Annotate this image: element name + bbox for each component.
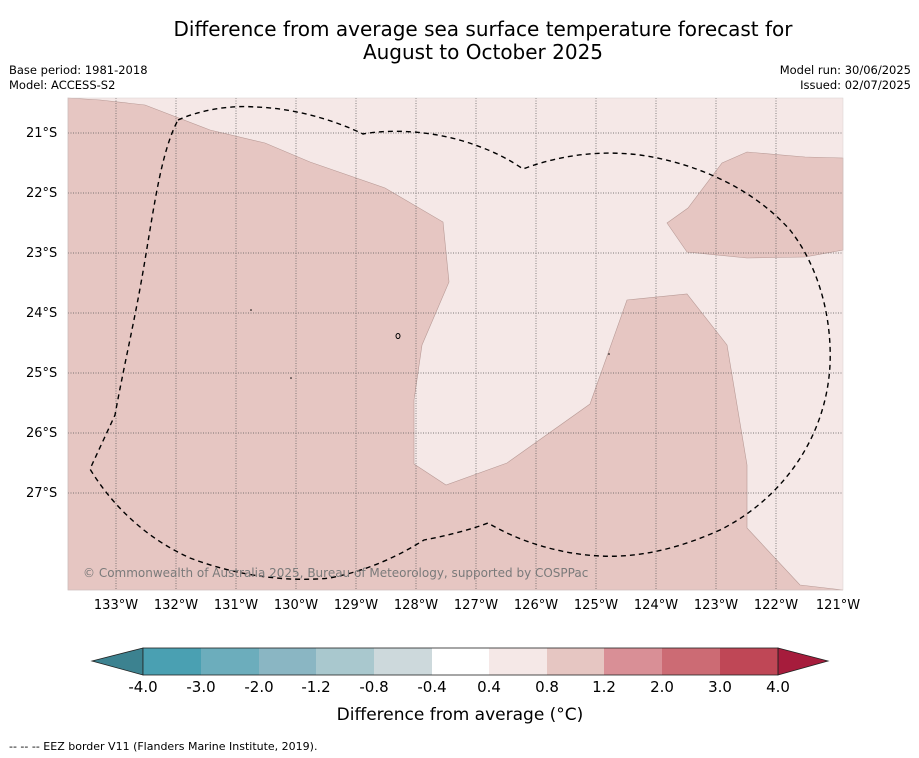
lon-label: 131°W: [213, 598, 259, 613]
colorbar-tick-label: 2.0: [650, 678, 674, 696]
title-line-2: August to October 2025: [362, 40, 604, 64]
lon-label: 130°W: [273, 598, 319, 613]
colorbar-tick-label: -4.0: [128, 678, 158, 696]
map-frame: [67, 97, 844, 591]
meta-left: Base period: 1981-2018 Model: ACCESS-S2: [9, 63, 148, 93]
lon-label: 124°W: [633, 598, 679, 613]
lon-label: 128°W: [393, 598, 439, 613]
lat-label: 26°S: [26, 426, 58, 441]
colorbar-tick-label: -0.8: [359, 678, 389, 696]
eez-border: [89, 105, 831, 580]
colorbar-bin: [662, 648, 720, 675]
lat-label: 24°S: [26, 306, 58, 321]
colorbar-tick-label: 1.2: [592, 678, 616, 696]
colorbar-bin: [547, 648, 604, 675]
lat-label: 22°S: [26, 186, 58, 201]
lon-label: 122°W: [753, 598, 799, 613]
anomaly-region-west: [67, 97, 844, 591]
colorbar-tick-label: 4.0: [766, 678, 790, 696]
lon-label: 126°W: [513, 598, 559, 613]
colorbar-tick-label: -1.2: [301, 678, 331, 696]
colorbar-bin: [316, 648, 374, 675]
colorbar-bin: [201, 648, 259, 675]
colorbar-title: Difference from average (°C): [336, 705, 584, 725]
island-marker: [395, 333, 401, 339]
issued-date: Issued: 02/07/2025: [800, 78, 911, 92]
lon-label: 127°W: [453, 598, 499, 613]
colorbar-frame: [142, 647, 779, 676]
eez-footnote: -- -- -- EEZ border V11 (Flanders Marine…: [9, 740, 318, 753]
lat-label: 25°S: [26, 366, 58, 381]
model-run: Model run: 30/06/2025: [779, 63, 911, 77]
lon-label: 121°W: [815, 598, 861, 613]
lon-label: 123°W: [693, 598, 739, 613]
colorbar: [90, 647, 830, 676]
colorbar-tick-label: -0.4: [417, 678, 447, 696]
colorbar-bin: [259, 648, 316, 675]
colorbar-tick-label: 3.0: [708, 678, 732, 696]
colorbar-bin: [489, 648, 547, 675]
lat-label: 21°S: [26, 126, 58, 141]
map-title: Difference from average sea surface temp…: [0, 18, 919, 64]
map-grid: [68, 98, 843, 590]
lon-label: 129°W: [333, 598, 379, 613]
colorbar-tick-label: -3.0: [186, 678, 216, 696]
lat-label: 27°S: [26, 486, 58, 501]
lon-label: 133°W: [93, 598, 139, 613]
colorbar-bin: [143, 648, 201, 675]
colorbar-bin: [604, 648, 662, 675]
colorbar-tick-label: 0.4: [477, 678, 501, 696]
island-marker: [290, 377, 292, 379]
colorbar-bin: [374, 648, 432, 675]
lat-label: 23°S: [26, 246, 58, 261]
colorbar-tick-label: 0.8: [535, 678, 559, 696]
colorbar-bin: [432, 648, 489, 675]
lon-label: 125°W: [573, 598, 619, 613]
title-line-1: Difference from average sea surface temp…: [173, 17, 793, 41]
colorbar-max-arrow: [777, 647, 830, 676]
copyright-notice: © Commonwealth of Australia 2025, Bureau…: [83, 566, 589, 580]
colorbar-bin: [720, 648, 778, 675]
island-marker: [250, 309, 252, 311]
colorbar-min-arrow: [90, 647, 144, 676]
island-marker: [608, 353, 610, 355]
colorbar-tick-label: -2.0: [244, 678, 274, 696]
model-name: Model: ACCESS-S2: [9, 78, 116, 92]
lon-label: 132°W: [153, 598, 199, 613]
base-period: Base period: 1981-2018: [9, 63, 148, 77]
meta-right: Model run: 30/06/2025 Issued: 02/07/2025: [780, 63, 911, 93]
